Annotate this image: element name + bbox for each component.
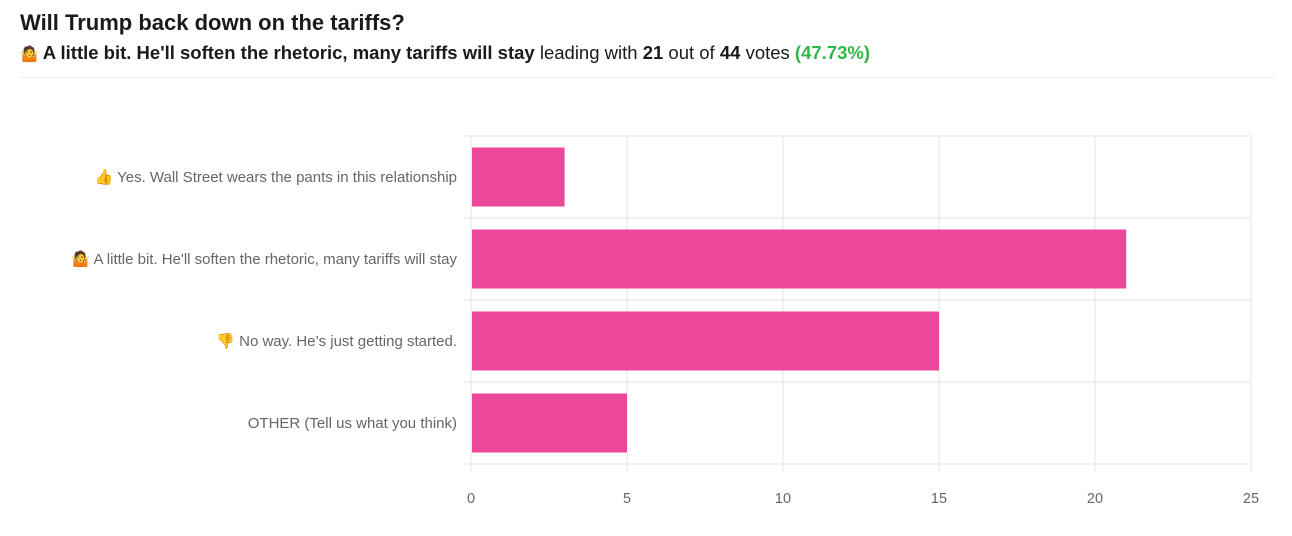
x-tick-label: 25: [1243, 491, 1259, 507]
poll-summary: 🤷 A little bit. He'll soften the rhetoric…: [20, 39, 1274, 68]
x-tick-label: 15: [931, 491, 947, 507]
category-label: OTHER (Tell us what you think): [248, 415, 457, 432]
shrug-icon: 🤷: [20, 45, 39, 63]
bar: [472, 393, 627, 453]
category-label: 👍 Yes. Wall Street wears the pants in th…: [95, 168, 457, 186]
poll-question: Will Trump back down on the tariffs?: [20, 10, 405, 35]
x-tick-label: 10: [775, 491, 791, 507]
x-tick-label: 20: [1087, 491, 1103, 507]
votes-text: votes: [745, 42, 790, 63]
x-tick-label: 5: [623, 491, 631, 507]
header-divider: [20, 77, 1274, 78]
category-label: 👎 No way. He’s just getting started.: [216, 332, 457, 350]
bar: [472, 229, 1127, 289]
leading-with-text: leading with: [539, 42, 638, 63]
bar: [472, 147, 565, 207]
poll-header: Will Trump back down on the tariffs? 🤷 A …: [20, 8, 1274, 68]
leader-percent: (47.73%): [794, 42, 870, 63]
bar: [472, 311, 939, 371]
out-of-text: out of: [668, 42, 715, 63]
total-votes: 44: [719, 42, 741, 63]
category-label: 🤷 A little bit. He'll soften the rhetori…: [71, 249, 457, 268]
x-tick-label: 0: [467, 491, 475, 507]
leader-votes: 21: [642, 42, 664, 63]
leader-label: A little bit. He'll soften the rhetoric,…: [42, 42, 535, 63]
